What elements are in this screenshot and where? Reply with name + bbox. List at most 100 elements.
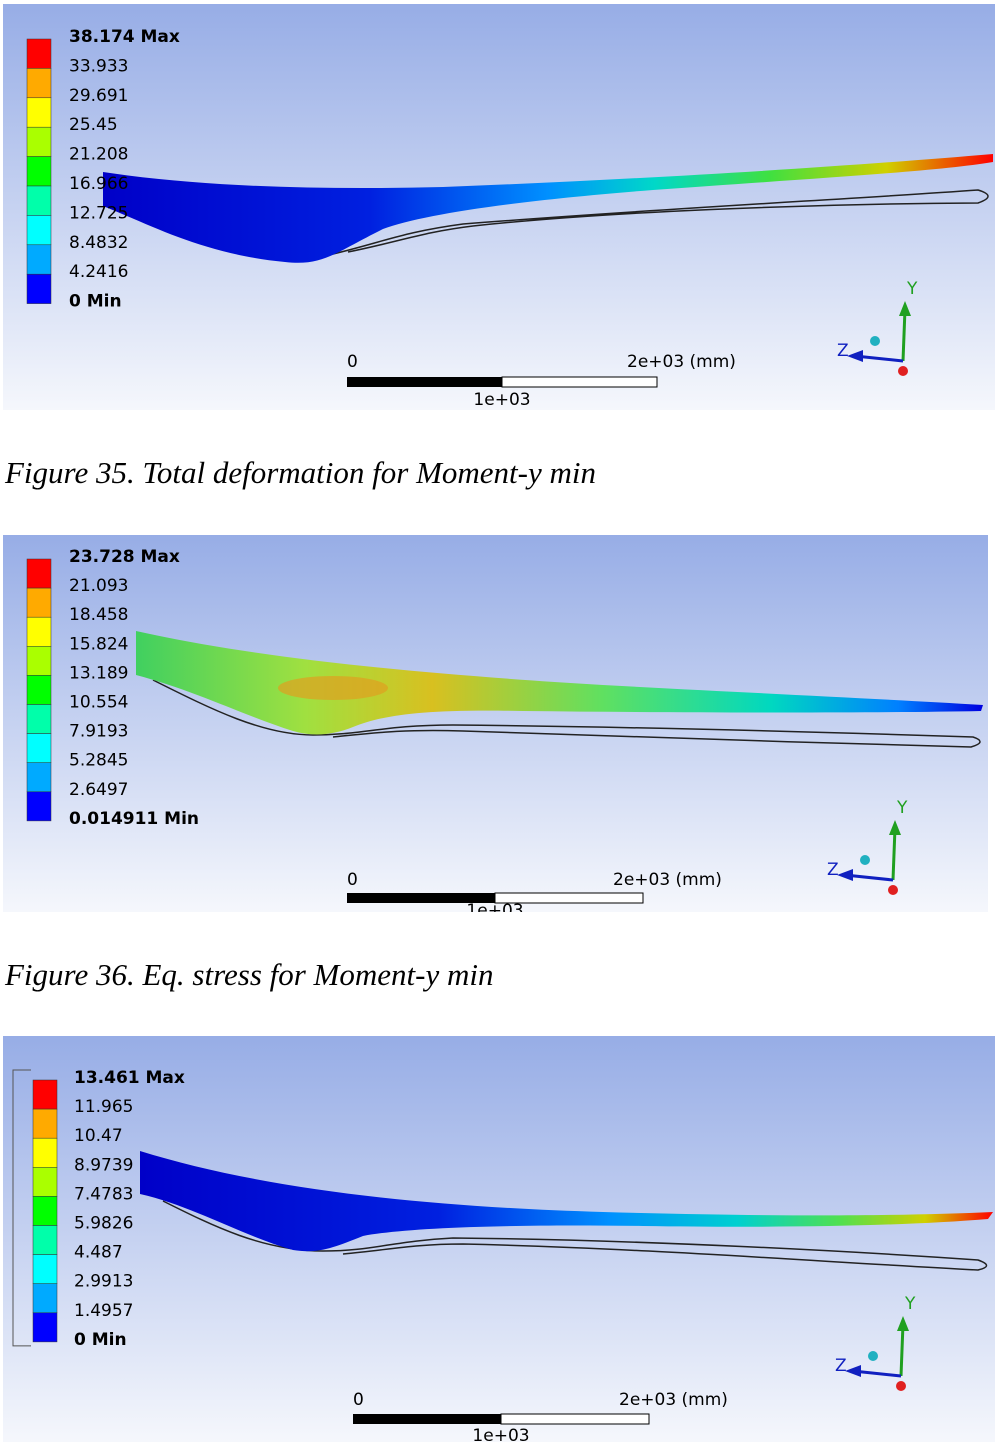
triad-y-head [889, 820, 901, 835]
legend-label: 8.9739 [74, 1155, 133, 1175]
triad-y [901, 308, 907, 362]
triad-z-label: Z [827, 860, 839, 880]
legend-swatch [26, 126, 52, 157]
legend-label: 21.208 [69, 145, 128, 165]
simulation-view: 23.728 Max 21.093 18.458 15.824 13.189 10.554… [3, 535, 988, 912]
scale-end: 2e+03 (mm) [627, 352, 736, 372]
triad-point [860, 855, 870, 865]
legend-label: 29.691 [69, 86, 128, 106]
legend-label: 1.4957 [74, 1301, 133, 1321]
scale-mid: 1e+03 [473, 390, 530, 410]
legend-label: 5.2845 [69, 751, 128, 771]
triad-y [899, 1323, 905, 1377]
legend-swatch [26, 762, 52, 793]
legend-swatch [26, 68, 52, 99]
blade [136, 631, 983, 735]
scale-start: 0 [347, 870, 358, 890]
legend-label: 5.9826 [74, 1214, 133, 1234]
legend-label: 2.9913 [74, 1272, 133, 1292]
scale-bar-white [501, 376, 658, 388]
scale-bar-black [347, 893, 495, 903]
figure-panel: 23.728 Max 21.093 18.458 15.824 13.189 10.554… [3, 535, 988, 912]
legend-swatch [26, 675, 52, 705]
legend-label: 4.487 [74, 1243, 123, 1263]
legend-swatch [26, 156, 52, 187]
scale-end: 2e+03 (mm) [613, 870, 722, 890]
legend-swatch [32, 1312, 58, 1343]
legend-swatch [26, 646, 52, 676]
legend-swatch [32, 1254, 58, 1284]
legend-label: 10.554 [69, 693, 128, 713]
triad-x [898, 366, 908, 376]
scale-bar-white [494, 892, 644, 904]
scale-start: 0 [353, 1390, 364, 1410]
legend-label: 33.933 [69, 56, 128, 76]
legend-swatch [32, 1137, 58, 1168]
scale-mid: 1e+03 [466, 901, 523, 912]
legend-label: 13.461 Max [74, 1068, 185, 1088]
legend-label: 10.47 [74, 1126, 123, 1146]
legend-label: 4.2416 [69, 262, 128, 282]
legend-swatch [26, 733, 52, 763]
legend-label: 25.45 [69, 115, 118, 135]
legend-label: 0 Min [69, 292, 122, 312]
legend-label: 16.966 [69, 174, 128, 194]
legend-swatch [26, 38, 52, 69]
legend-label: 18.458 [69, 605, 128, 625]
triad-point [870, 336, 880, 346]
legend-label: 12.725 [69, 203, 128, 223]
triad-y-label: Y [904, 1294, 916, 1314]
legend-swatch [32, 1167, 58, 1197]
caption: Figure 35. Total deformation for Moment-… [5, 455, 596, 490]
legend-swatch [26, 185, 52, 216]
legend-swatch [26, 97, 52, 128]
legend-label: 2.6497 [69, 780, 128, 800]
triad-point [868, 1351, 878, 1361]
legend-swatch [26, 704, 52, 734]
legend-swatch [26, 273, 52, 304]
triad-y-head [899, 301, 911, 316]
triad-z-label: Z [837, 341, 849, 361]
legend-label: 11.965 [74, 1097, 133, 1117]
triad-y-head [897, 1316, 909, 1331]
figure-panel: 13.461 Max 11.965 10.47 8.9739 7.4783 5.9826 4… [3, 1036, 995, 1442]
triad-z-head [837, 869, 853, 881]
legend-bracket [12, 1069, 31, 1347]
simulation-view: 13.461 Max 11.965 10.47 8.9739 7.4783 5.9826 4… [3, 1036, 995, 1442]
scale-bar-white [500, 1413, 650, 1425]
legend-swatch [32, 1225, 58, 1255]
triad-z-label: Z [835, 1356, 847, 1376]
legend-swatch [26, 215, 52, 246]
legend-swatch [32, 1196, 58, 1226]
hotspot [278, 676, 388, 700]
triad-z-head [847, 350, 863, 362]
scale-mid: 1e+03 [472, 1426, 529, 1442]
legend-label: 13.189 [69, 663, 128, 683]
triad-z-head [845, 1365, 861, 1377]
legend-label: 7.4783 [74, 1184, 133, 1204]
undeformed-outline [162, 1200, 988, 1271]
legend-label: 0 Min [74, 1330, 127, 1350]
scale-bar-black [347, 377, 502, 387]
legend-swatch [26, 791, 52, 822]
legend-label: 38.174 Max [69, 27, 180, 47]
legend-swatch [32, 1079, 58, 1110]
legend-swatch [26, 616, 52, 647]
background [3, 535, 988, 912]
legend-label: 8.4832 [69, 233, 128, 253]
legend-label: 21.093 [69, 576, 128, 596]
legend-swatch [32, 1283, 58, 1314]
scale-end: 2e+03 (mm) [619, 1390, 728, 1410]
legend-label: 0.014911 Min [69, 809, 199, 829]
triad-y [891, 827, 897, 881]
legend-swatch [26, 558, 52, 589]
legend-label: 15.824 [69, 634, 128, 654]
triad-y-label: Y [906, 279, 918, 299]
scale-bar-black [353, 1414, 501, 1424]
blade [140, 1151, 993, 1252]
legend-label: 23.728 Max [69, 547, 180, 567]
blade [103, 154, 993, 263]
scale-start: 0 [347, 352, 358, 372]
legend-swatch [32, 1108, 58, 1139]
triad-x [888, 885, 898, 895]
